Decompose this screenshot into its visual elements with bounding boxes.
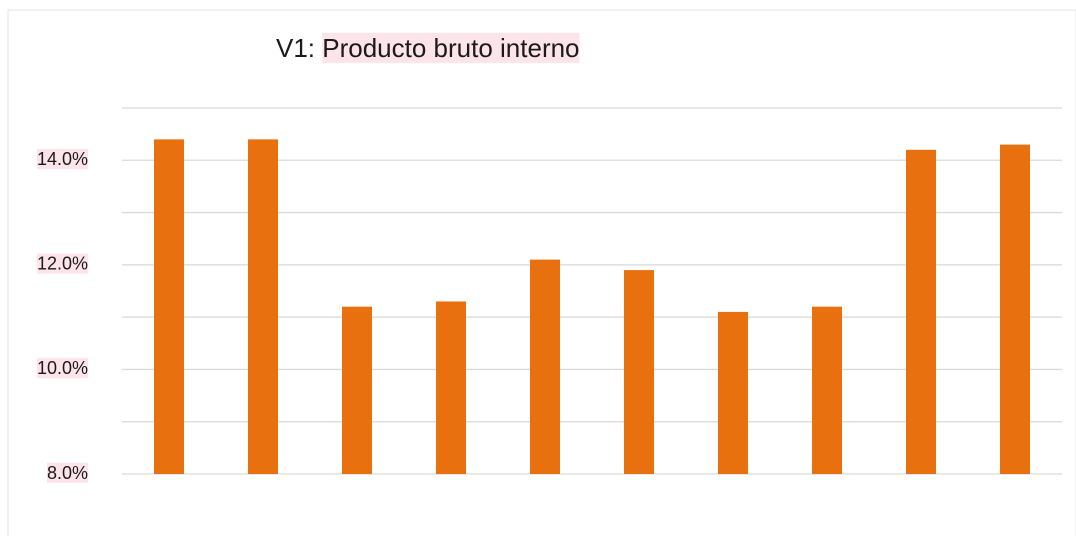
y-tick-highlight xyxy=(36,358,88,379)
bar xyxy=(248,139,278,474)
y-tick-highlight xyxy=(36,149,88,170)
chart-title: V1: Producto bruto interno xyxy=(276,33,580,63)
y-tick-highlight xyxy=(36,253,88,274)
y-tick-label: 12.0% xyxy=(37,254,88,274)
bar xyxy=(530,259,560,474)
bar xyxy=(1000,144,1030,474)
y-tick-label: 10.0% xyxy=(37,358,88,378)
bar xyxy=(342,306,372,474)
bar xyxy=(624,270,654,474)
bar xyxy=(436,301,466,474)
title-highlight xyxy=(322,32,580,63)
bar xyxy=(718,311,748,474)
y-tick-label: 8.0% xyxy=(47,463,88,483)
bar xyxy=(812,306,842,474)
y-tick-label: 14.0% xyxy=(37,149,88,169)
bar xyxy=(154,139,184,474)
y-tick-highlight xyxy=(46,462,88,483)
highlights xyxy=(36,32,580,483)
bar xyxy=(906,149,936,475)
